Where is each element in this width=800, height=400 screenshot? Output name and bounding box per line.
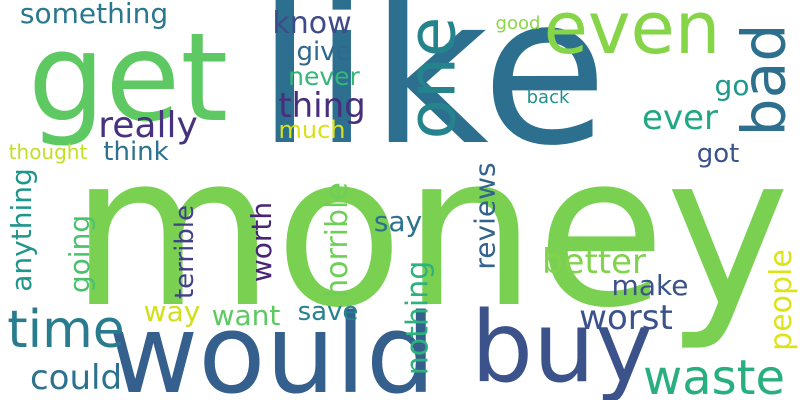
word-going: going [62,214,96,294]
word-thought: thought [8,140,88,164]
word-save: save [297,297,359,327]
word-much: much [278,116,346,144]
word-really: really [98,105,198,146]
word-nothing: nothing [399,260,435,376]
word-like: like [256,0,608,191]
word-get: get [27,7,229,149]
word-know: know [272,6,352,41]
word-better: better [541,242,647,282]
word-one: one [392,16,470,140]
word-horrible: horrible [320,182,355,298]
word-even: even [543,0,721,70]
word-worth: worth [245,201,278,283]
word-back: back [526,87,570,108]
word-terrible: terrible [170,204,200,300]
word-worst: worst [579,298,673,338]
word-ever: ever [642,98,718,138]
word-want: want [211,299,281,332]
word-would: would [108,290,436,400]
word-never: never [288,61,360,91]
word-waste: waste [642,350,786,400]
word-people: people [763,249,799,351]
word-time: time [7,300,125,360]
word-think: think [103,137,169,167]
word-something: something [19,0,169,30]
word-reviews: reviews [469,162,502,270]
word-thing: thing [278,86,366,126]
word-could: could [29,358,123,398]
word-got: got [696,139,740,169]
word-anything: anything [5,168,38,292]
word-buy: buy [470,291,654,400]
word-go: go [714,69,750,102]
word-say: say [373,205,423,238]
word-good: good [495,13,541,34]
word-make: make [611,269,689,302]
word-money: money [70,109,790,354]
word-way: way [143,295,201,328]
word-give: give [296,37,352,67]
